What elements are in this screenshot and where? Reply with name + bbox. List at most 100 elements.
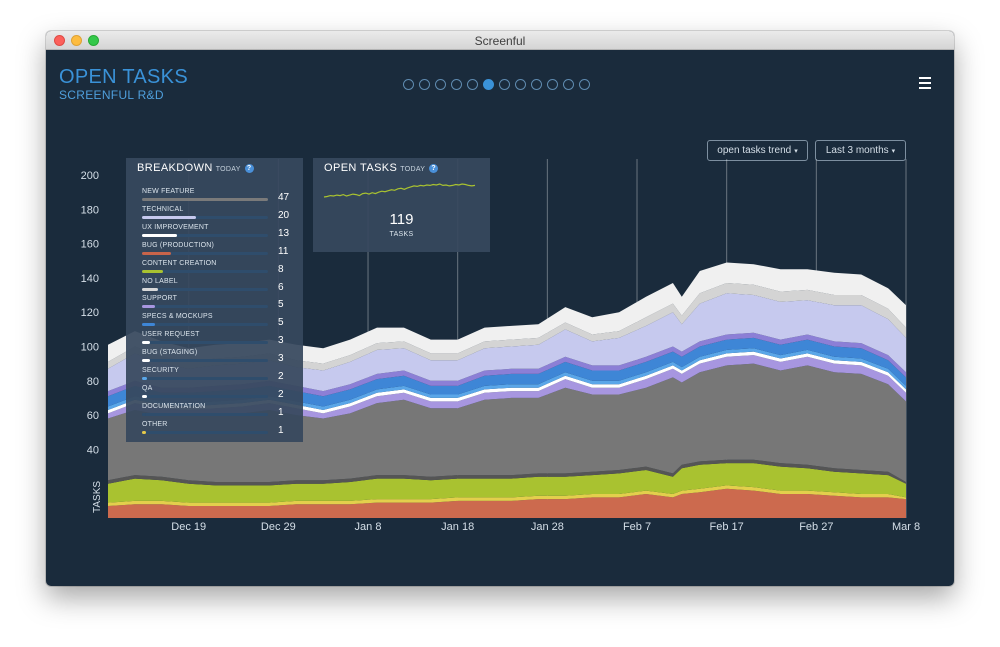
series-area-specs-mockups[interactable] bbox=[108, 337, 906, 407]
breakdown-row[interactable]: DOCUMENTATION 1 bbox=[142, 403, 297, 421]
app-window: Screenful OPEN TASKS SCREENFUL R&D open … bbox=[46, 31, 954, 586]
pager-dot[interactable] bbox=[467, 79, 478, 90]
breakdown-count: 2 bbox=[278, 371, 284, 382]
breakdown-bar-fill bbox=[142, 323, 155, 327]
pager-dot[interactable] bbox=[515, 79, 526, 90]
y-tick-label: 180 bbox=[81, 204, 99, 216]
series-area-documentation[interactable] bbox=[108, 459, 906, 486]
open-tasks-sparkline bbox=[323, 183, 476, 198]
x-tick-label: Feb 17 bbox=[710, 521, 744, 533]
close-window-button[interactable] bbox=[54, 35, 65, 46]
breakdown-bar-fill bbox=[142, 269, 163, 273]
breakdown-bar-track bbox=[142, 305, 268, 309]
pager-dot[interactable] bbox=[563, 79, 574, 90]
x-tick-label: Dec 29 bbox=[261, 521, 296, 533]
pager-dot[interactable] bbox=[483, 79, 494, 90]
breakdown-count: 2 bbox=[278, 388, 284, 400]
breakdown-row[interactable]: OTHER 1 bbox=[142, 421, 297, 439]
pager-dot[interactable] bbox=[403, 79, 414, 90]
breakdown-row[interactable]: USER REQUEST 3 bbox=[142, 331, 297, 349]
breakdown-bar-track bbox=[142, 233, 268, 237]
series-area-other[interactable] bbox=[108, 485, 906, 506]
minimize-window-button[interactable] bbox=[71, 35, 82, 46]
chevron-down-icon: ▾ bbox=[891, 148, 896, 155]
breakdown-bar-fill bbox=[142, 359, 150, 363]
breakdown-row[interactable]: QA 2 bbox=[142, 385, 297, 403]
y-tick-label: 80 bbox=[87, 376, 99, 388]
series-area-bug-production[interactable] bbox=[108, 488, 906, 518]
x-tick-label: Jan 18 bbox=[441, 521, 474, 533]
help-icon[interactable]: ? bbox=[429, 164, 439, 173]
breakdown-count: 47 bbox=[278, 192, 290, 203]
breakdown-bar-track bbox=[142, 412, 268, 416]
breakdown-count: 11 bbox=[278, 245, 289, 257]
chart-mode-label: open tasks trend bbox=[717, 145, 792, 156]
breakdown-bar-fill bbox=[142, 394, 147, 398]
breakdown-row[interactable]: SECURITY 2 bbox=[142, 367, 297, 385]
breakdown-label: OTHER bbox=[142, 420, 168, 428]
pager-dot[interactable] bbox=[547, 79, 558, 90]
breakdown-bar-track bbox=[142, 251, 268, 255]
pager-dot[interactable] bbox=[531, 79, 542, 90]
breakdown-label: QA bbox=[142, 384, 153, 392]
x-tick-label: Feb 27 bbox=[799, 521, 833, 533]
breakdown-count: 5 bbox=[278, 317, 284, 329]
series-area-technical[interactable] bbox=[108, 293, 906, 392]
pager-dot[interactable] bbox=[435, 79, 446, 90]
x-tick-label: Jan 8 bbox=[355, 521, 382, 533]
chevron-down-icon: ▾ bbox=[794, 148, 798, 155]
hamburger-icon[interactable] bbox=[919, 77, 931, 89]
breakdown-label: UX IMPROVEMENT bbox=[142, 223, 209, 231]
pager-dot[interactable] bbox=[499, 79, 510, 90]
y-tick-label: 160 bbox=[81, 239, 99, 251]
breakdown-row[interactable]: NEW FEATURE 47 bbox=[142, 188, 297, 206]
breakdown-label: NO LABEL bbox=[142, 277, 178, 285]
page-subtitle: SCREENFUL R&D bbox=[59, 88, 164, 102]
series-area-ux-improvement[interactable] bbox=[108, 262, 906, 364]
breakdown-bar-fill bbox=[142, 233, 177, 237]
breakdown-row[interactable]: CONTENT CREATION 8 bbox=[142, 260, 297, 278]
breakdown-row[interactable]: TECHNICAL 20 bbox=[142, 206, 297, 224]
breakdown-label: SPECS & MOCKUPS bbox=[142, 313, 213, 321]
open-tasks-today-label: TODAY bbox=[400, 166, 426, 173]
breakdown-row[interactable]: BUG (STAGING) 3 bbox=[142, 349, 297, 367]
open-tasks-count: 119 bbox=[389, 211, 414, 228]
breakdown-bar-fill bbox=[142, 198, 268, 201]
breakdown-bar-track bbox=[142, 394, 268, 398]
y-tick-label: 200 bbox=[81, 170, 99, 182]
pager-dot[interactable] bbox=[579, 79, 590, 90]
y-tick-label: 40 bbox=[87, 444, 99, 456]
breakdown-count: 8 bbox=[278, 263, 284, 275]
breakdown-row[interactable]: NO LABEL 6 bbox=[142, 278, 297, 296]
breakdown-label: BUG (STAGING) bbox=[142, 349, 198, 357]
breakdown-label: NEW FEATURE bbox=[142, 188, 195, 195]
breakdown-row[interactable]: BUG (PRODUCTION) 11 bbox=[142, 242, 297, 260]
chart-mode-dropdown[interactable]: open tasks trend ▾ bbox=[707, 140, 808, 161]
time-range-dropdown[interactable]: Last 3 months ▾ bbox=[815, 140, 906, 161]
title-bar: Screenful bbox=[46, 31, 954, 50]
pager-dot[interactable] bbox=[419, 79, 430, 90]
series-area-new-feature[interactable] bbox=[108, 363, 906, 482]
zoom-window-button[interactable] bbox=[88, 35, 99, 46]
breakdown-row[interactable]: UX IMPROVEMENT 13 bbox=[142, 224, 297, 242]
open-tasks-unit: TASKS bbox=[389, 231, 414, 238]
breakdown-label: USER REQUEST bbox=[142, 331, 200, 339]
chart-y-axis-label: TASKS bbox=[92, 481, 103, 513]
breakdown-bar-track bbox=[142, 359, 268, 363]
pager-dot[interactable] bbox=[451, 79, 462, 90]
breakdown-label: SECURITY bbox=[142, 367, 179, 374]
y-tick-label: 100 bbox=[81, 342, 99, 354]
breakdown-bar-track bbox=[142, 377, 268, 380]
y-tick-label: 60 bbox=[87, 410, 99, 422]
breakdown-count: 20 bbox=[278, 209, 290, 221]
breakdown-label: TECHNICAL bbox=[142, 205, 184, 213]
help-icon[interactable]: ? bbox=[244, 164, 254, 173]
breakdown-bar-fill bbox=[142, 412, 146, 416]
breakdown-row[interactable]: SUPPORT 5 bbox=[142, 295, 297, 313]
open-tasks-panel-title: OPEN TASKS TODAY? bbox=[324, 162, 439, 174]
chart-x-axis: Dec 19 Dec 29 Jan 8 Jan 18 Jan 28 Feb 7 Feb 17… bbox=[171, 521, 920, 533]
breakdown-count: 1 bbox=[278, 424, 284, 436]
breakdown-row[interactable]: SPECS & MOCKUPS 5 bbox=[142, 313, 297, 331]
y-tick-label: 120 bbox=[81, 307, 99, 319]
series-area-content-creation[interactable] bbox=[108, 463, 906, 503]
